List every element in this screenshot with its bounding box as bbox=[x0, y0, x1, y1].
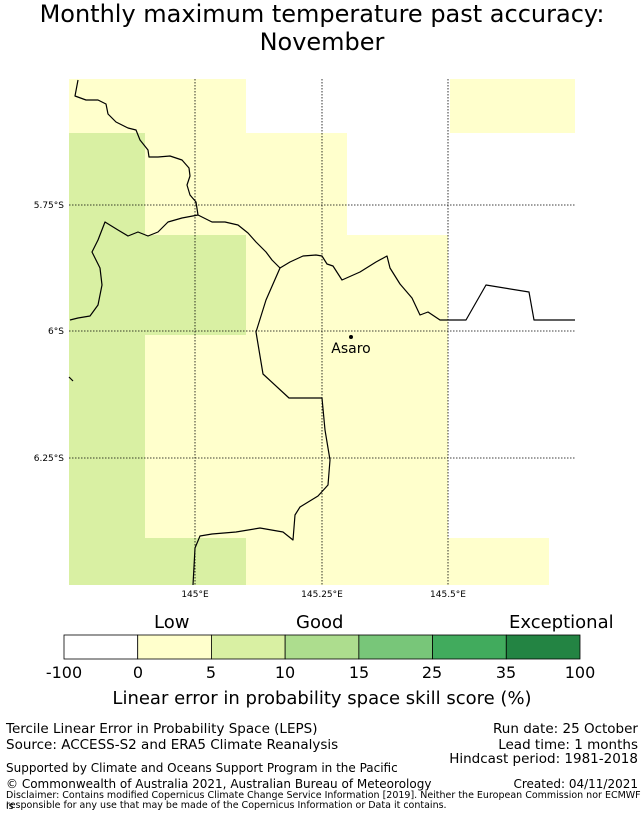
footer-lead-time: Lead time: 1 months bbox=[498, 737, 638, 753]
footer-hindcast-period: Hindcast period: 1981-2018 bbox=[449, 751, 638, 767]
colorbar-label: Linear error in probability space skill … bbox=[112, 688, 532, 709]
footer-disclaimer-line1: Disclaimer: Contains modified Copernicus… bbox=[6, 790, 641, 812]
map-title-line1: Monthly maximum temperature past accurac… bbox=[39, 0, 605, 28]
place-point bbox=[349, 335, 353, 339]
gridlines bbox=[69, 79, 575, 585]
grid-cell bbox=[145, 335, 246, 538]
colorbar-tick: 25 bbox=[421, 663, 443, 682]
lat-label: 5.75°S bbox=[34, 201, 65, 211]
lon-label: 145.25°E bbox=[301, 590, 343, 600]
longitude-labels: 145°E 145.25°E 145.5°E bbox=[181, 590, 466, 600]
grid-cell bbox=[450, 79, 575, 133]
footer-created: Created: 04/11/2021 bbox=[513, 777, 638, 791]
map-title: Monthly maximum temperature past accurac… bbox=[0, 0, 644, 56]
colorbar-tick: 5 bbox=[205, 663, 217, 682]
colorbar-swatch bbox=[211, 634, 286, 660]
footer-copyright: © Commonwealth of Australia 2021, Austra… bbox=[6, 777, 432, 791]
footer-run-date: Run date: 25 October bbox=[493, 721, 638, 737]
colorbar-swatch bbox=[432, 634, 507, 660]
colorbar-swatch bbox=[284, 634, 360, 660]
footer-support: Supported by Climate and Oceans Support … bbox=[6, 761, 398, 775]
footer-disclaimer-line2: responsible for any use that may be made… bbox=[6, 800, 447, 811]
province-boundaries bbox=[68, 79, 575, 586]
place-label: Asaro bbox=[331, 341, 370, 357]
colorbar-tick: 15 bbox=[348, 663, 370, 682]
colorbar-swatches bbox=[63, 634, 581, 660]
colorbar-swatch bbox=[505, 634, 581, 660]
colorbar-tick: 0 bbox=[132, 663, 144, 682]
grid-cell bbox=[145, 133, 347, 235]
map-title-line2: November bbox=[259, 28, 385, 56]
colorbar-swatch bbox=[137, 634, 212, 660]
grid-cell bbox=[69, 79, 246, 133]
grid-cell bbox=[246, 538, 448, 585]
lon-label: 145.5°E bbox=[430, 590, 466, 600]
map-figure: Asaro 5.75°S 6°S 6.25°S 145°E 145.25°E 1… bbox=[34, 79, 575, 600]
lat-label: 6.25°S bbox=[34, 454, 65, 464]
latitude-labels: 5.75°S 6°S 6.25°S bbox=[34, 201, 65, 464]
colorbar-category-exceptional: Exceptional bbox=[509, 612, 614, 633]
colorbar-category-good: Good bbox=[296, 612, 344, 633]
colorbar bbox=[63, 634, 581, 660]
grid-cell bbox=[246, 235, 448, 538]
skill-grid bbox=[69, 79, 575, 585]
grid-cell bbox=[448, 538, 549, 585]
grid-cell bbox=[145, 538, 246, 585]
lon-label: 145°E bbox=[181, 590, 209, 600]
footer-source: Source: ACCESS-S2 and ERA5 Climate Reana… bbox=[6, 737, 339, 753]
colorbar-tick: 35 bbox=[495, 663, 517, 682]
colorbar-swatch bbox=[358, 634, 433, 660]
colorbar-swatch bbox=[63, 634, 139, 660]
place-marker-asaro: Asaro bbox=[331, 335, 371, 357]
colorbar-category-low: Low bbox=[154, 612, 190, 633]
lat-label: 6°S bbox=[48, 327, 64, 337]
colorbar-tick: 100 bbox=[564, 663, 596, 682]
grid-cell bbox=[69, 133, 145, 585]
colorbar-tick: 10 bbox=[274, 663, 296, 682]
footer-method: Tercile Linear Error in Probability Spac… bbox=[6, 721, 318, 737]
colorbar-tick: -100 bbox=[45, 663, 83, 682]
grid-cell bbox=[145, 235, 246, 335]
